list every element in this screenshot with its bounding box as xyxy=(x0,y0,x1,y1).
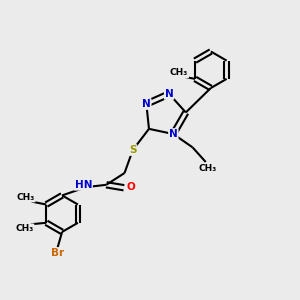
Text: S: S xyxy=(129,145,136,155)
Text: HN: HN xyxy=(75,180,92,190)
Text: N: N xyxy=(169,129,178,139)
Text: CH₃: CH₃ xyxy=(198,164,216,173)
Text: N: N xyxy=(165,89,173,99)
Text: N: N xyxy=(142,99,151,109)
Text: CH₃: CH₃ xyxy=(170,68,188,77)
Text: Br: Br xyxy=(51,248,64,258)
Text: CH₃: CH₃ xyxy=(16,193,35,202)
Text: CH₃: CH₃ xyxy=(15,224,34,233)
Text: O: O xyxy=(126,182,135,192)
